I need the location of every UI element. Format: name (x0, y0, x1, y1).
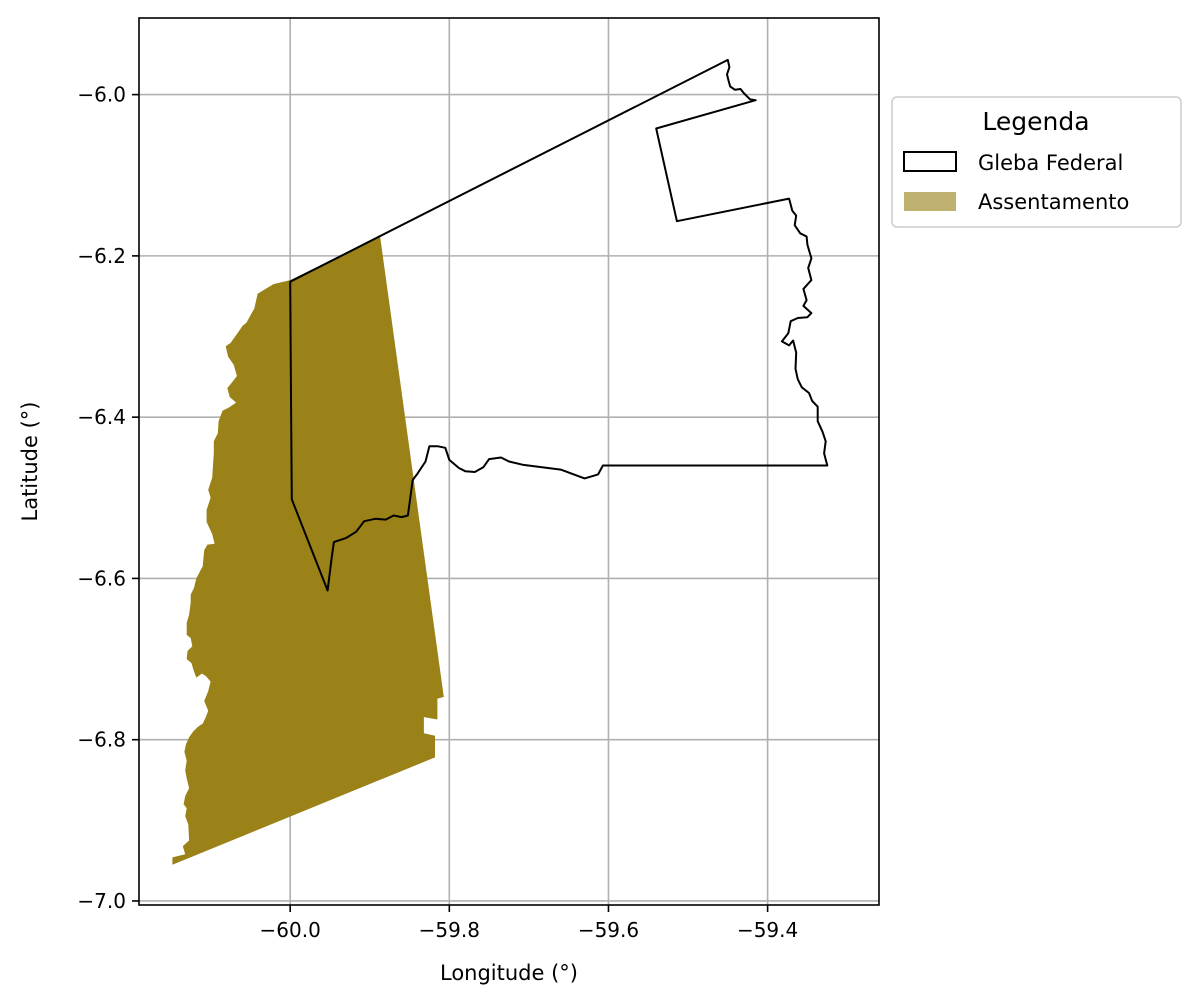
axis-ticks: −60.0 −59.8 −59.6 −59.4 −6.0 −6.2 −6.4 −6.6 −6.8… (77, 83, 798, 942)
legend-title: Legenda (982, 107, 1089, 136)
legend-swatch-assentamento (904, 192, 956, 211)
y-axis-label: Latitude (°) (18, 402, 42, 522)
legend-box (891, 96, 1182, 228)
x-tick-label: −59.6 (578, 918, 639, 942)
x-tick-label: −59.4 (737, 918, 798, 942)
gleba-federal-outline (289, 58, 829, 592)
y-tick-label: −6.0 (77, 83, 126, 107)
x-tick-label: −60.0 (260, 918, 321, 942)
legend-label-assentamento: Assentamento (978, 190, 1129, 214)
legend-label-gleba: Gleba Federal (978, 151, 1123, 175)
y-tick-label: −7.0 (77, 889, 126, 913)
plot-frame (138, 17, 880, 906)
y-tick-label: −6.2 (77, 244, 126, 268)
y-tick-label: −6.8 (77, 728, 126, 752)
x-axis-label: Longitude (°) (440, 961, 578, 985)
map-layers (172, 58, 829, 865)
x-tick-label: −59.8 (419, 918, 480, 942)
legend-swatch-gleba (903, 151, 957, 172)
assentamento-polygon (172, 236, 444, 865)
y-tick-label: −6.4 (77, 405, 126, 429)
legend: Legenda Gleba Federal Assentamento (891, 96, 1182, 228)
y-tick-label: −6.6 (77, 566, 126, 590)
